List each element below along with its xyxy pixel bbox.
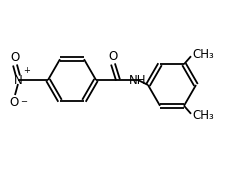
Text: O: O: [10, 51, 20, 64]
Text: CH₃: CH₃: [192, 109, 214, 122]
Text: −: −: [20, 97, 27, 106]
Text: NH: NH: [129, 74, 147, 86]
Text: O: O: [9, 96, 19, 109]
Text: +: +: [23, 66, 30, 75]
Text: CH₃: CH₃: [192, 48, 214, 61]
Text: O: O: [108, 50, 118, 63]
Text: N: N: [14, 74, 22, 86]
